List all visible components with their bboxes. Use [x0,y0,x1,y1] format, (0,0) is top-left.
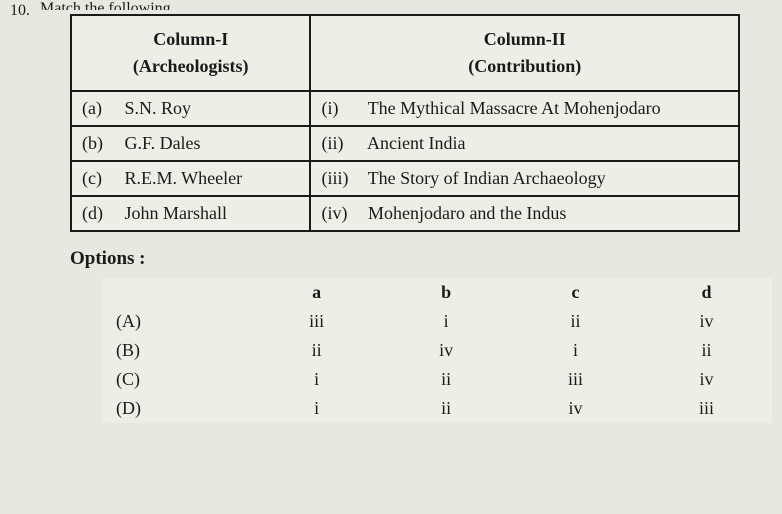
table-header-row: Column-I (Archeologists) Column-II (Cont… [71,15,739,91]
option-val-d: iii [641,394,772,423]
left-cell: (b) G.F. Dales [71,126,310,161]
option-label: (C) [102,365,251,394]
right-cell: (ii) Ancient India [310,126,739,161]
left-value: S.N. Roy [125,98,192,118]
table-row: (b) G.F. Dales (ii) Ancient India [71,126,739,161]
right-value: Mohenjodaro and the Indus [368,203,566,223]
right-cell: (iv) Mohenjodaro and the Indus [310,196,739,231]
options-row: (C) i ii iii iv [102,365,772,394]
options-row: (B) ii iv i ii [102,336,772,365]
option-val-c: iv [510,394,641,423]
option-val-a: i [251,365,382,394]
options-blank [102,278,251,307]
col2-header-line2: (Contribution) [468,56,581,76]
col1-header-line1: Column-I [153,29,228,49]
table-row: (d) John Marshall (iv) Mohenjodaro and t… [71,196,739,231]
options-title: Options : [70,248,762,270]
question-number: 10. [10,2,30,20]
col1-header-line2: (Archeologists) [133,56,249,76]
options-col-d: d [641,278,772,307]
options-row: (A) iii i ii iv [102,307,772,336]
options-row: (D) i ii iv iii [102,394,772,423]
right-value: The Mythical Massacre At Mohenjodaro [368,98,661,118]
option-val-a: ii [251,336,382,365]
match-table: Column-I (Archeologists) Column-II (Cont… [70,14,740,232]
table-row: (a) S.N. Roy (i) The Mythical Massacre A… [71,91,739,126]
left-label: (d) [82,203,120,224]
left-label: (b) [82,133,120,154]
left-value: John Marshall [125,203,228,223]
left-label: (c) [82,168,120,189]
right-label: (i) [321,98,363,119]
left-value: R.E.M. Wheeler [125,168,243,188]
left-label: (a) [82,98,120,119]
option-label: (A) [102,307,251,336]
option-val-b: ii [382,365,510,394]
option-val-c: i [510,336,641,365]
option-val-a: i [251,394,382,423]
option-val-d: iv [641,365,772,394]
options-col-b: b [382,278,510,307]
table-row: (c) R.E.M. Wheeler (iii) The Story of In… [71,161,739,196]
option-label: (D) [102,394,251,423]
option-val-d: ii [641,336,772,365]
option-val-c: ii [510,307,641,336]
content-wrapper: Column-I (Archeologists) Column-II (Cont… [70,14,762,423]
option-val-b: ii [382,394,510,423]
right-label: (ii) [321,133,363,154]
option-val-b: iv [382,336,510,365]
right-cell: (i) The Mythical Massacre At Mohenjodaro [310,91,739,126]
option-val-b: i [382,307,510,336]
option-val-c: iii [510,365,641,394]
option-val-a: iii [251,307,382,336]
options-col-a: a [251,278,382,307]
right-label: (iii) [321,168,363,189]
question-partial-text: Match the following [40,0,171,10]
options-header-row: a b c d [102,278,772,307]
col1-header: Column-I (Archeologists) [71,15,310,91]
col2-header-line1: Column-II [484,29,566,49]
left-cell: (d) John Marshall [71,196,310,231]
right-value: The Story of Indian Archaeology [368,168,606,188]
option-val-d: iv [641,307,772,336]
left-cell: (a) S.N. Roy [71,91,310,126]
right-value: Ancient India [367,133,465,153]
options-col-c: c [510,278,641,307]
options-table: a b c d (A) iii i ii iv (B) ii iv i ii (… [102,278,772,423]
left-cell: (c) R.E.M. Wheeler [71,161,310,196]
left-value: G.F. Dales [125,133,201,153]
right-cell: (iii) The Story of Indian Archaeology [310,161,739,196]
col2-header: Column-II (Contribution) [310,15,739,91]
option-label: (B) [102,336,251,365]
right-label: (iv) [321,203,363,224]
